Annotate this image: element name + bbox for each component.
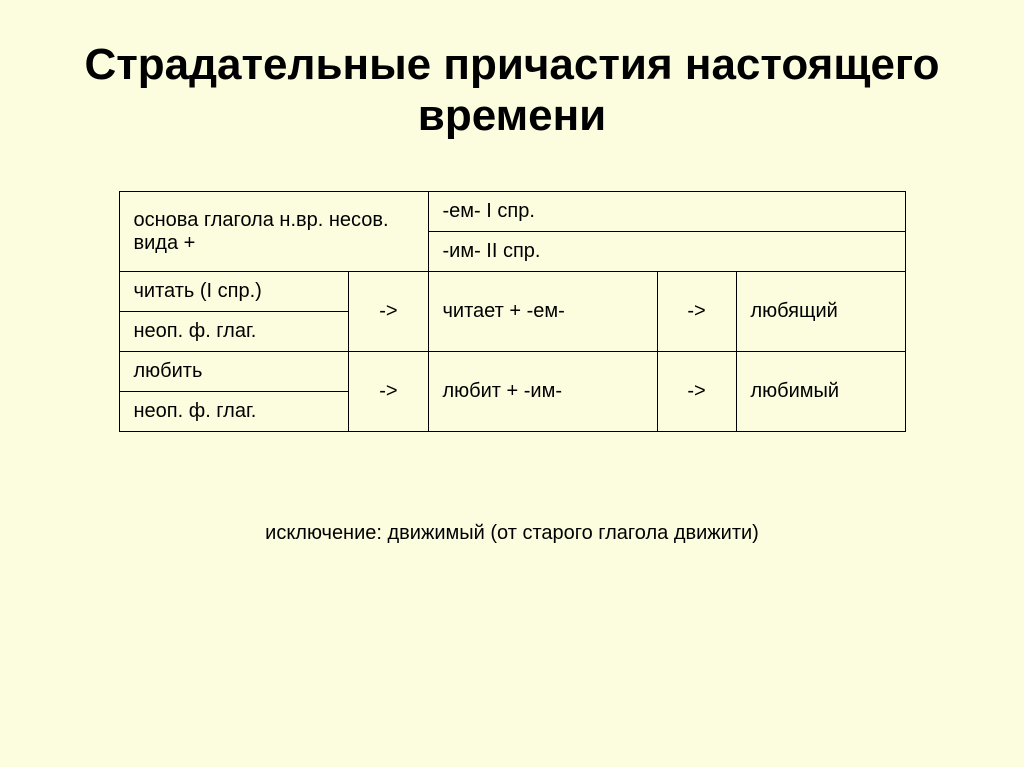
infinitive-cell: читать (I спр.) (119, 272, 349, 312)
table-row: читать (I спр.) -> читает + -ем- -> любя… (119, 272, 905, 312)
infinitive-note-cell: неоп. ф. глаг. (119, 312, 349, 352)
infinitive-cell: любить (119, 352, 349, 392)
stem-rule-cell: основа глагола н.вр. несов. вида + (119, 192, 428, 272)
arrow-cell: -> (349, 272, 428, 352)
infinitive-note-cell: неоп. ф. глаг. (119, 392, 349, 432)
slide-page: Страдательные причастия настоящего време… (0, 0, 1024, 767)
result-cell: любимый (736, 352, 905, 432)
arrow-cell: -> (657, 352, 736, 432)
table-row: любить -> любит + -им- -> любимый (119, 352, 905, 392)
footnote-text: исключение: движимый (от старого глагола… (60, 522, 964, 545)
stem-plus-suffix-cell: любит + -им- (428, 352, 657, 432)
suffix-i-cell: -ем- I спр. (428, 192, 905, 232)
grammar-table: основа глагола н.вр. несов. вида + -ем- … (119, 191, 906, 432)
suffix-ii-cell: -им- II спр. (428, 232, 905, 272)
table-row: основа глагола н.вр. несов. вида + -ем- … (119, 192, 905, 232)
arrow-cell: -> (349, 352, 428, 432)
stem-plus-suffix-cell: читает + -ем- (428, 272, 657, 352)
arrow-cell: -> (657, 272, 736, 352)
result-cell: любящий (736, 272, 905, 352)
page-title: Страдательные причастия настоящего време… (60, 40, 964, 141)
